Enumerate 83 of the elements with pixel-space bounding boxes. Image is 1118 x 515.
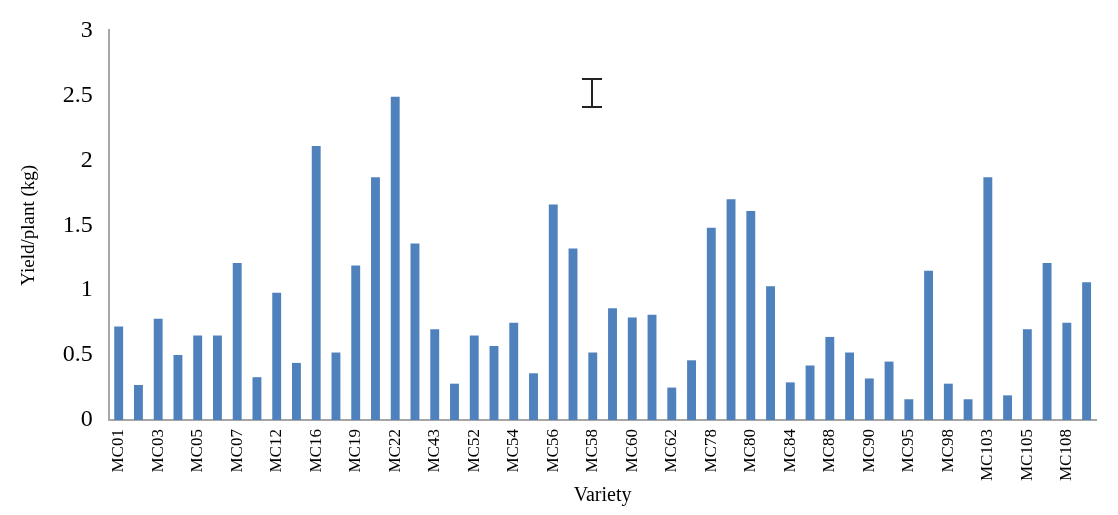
x-tick-label: MC56: [542, 429, 562, 473]
bar: [133, 384, 143, 421]
bar: [311, 146, 321, 421]
bar: [687, 360, 696, 421]
y-tick-label: 2: [80, 145, 93, 172]
bar: [864, 378, 874, 421]
x-tick-label: MC78: [700, 429, 720, 473]
bar: [845, 352, 854, 421]
y-tick-label: 0: [80, 405, 93, 432]
x-tick-label: MC62: [661, 429, 681, 473]
x-tick-label: MC95: [898, 429, 918, 473]
bar: [825, 336, 835, 421]
x-tick-label: MC05: [187, 429, 207, 473]
bar: [746, 210, 756, 421]
bar: [213, 335, 222, 421]
bar: [983, 177, 993, 421]
x-tick-label: MC52: [463, 429, 483, 473]
x-tick-label: MC98: [937, 429, 957, 473]
bar: [1062, 322, 1072, 421]
x-tick-label: MC54: [503, 428, 523, 473]
bar: [1003, 395, 1013, 421]
bar: [153, 318, 163, 421]
bar: [114, 326, 124, 421]
x-axis-title: Variety: [573, 483, 632, 507]
bar: [568, 248, 578, 421]
bar: [351, 265, 361, 421]
bar: [1082, 282, 1092, 421]
bar: [430, 329, 440, 421]
y-tick-label: 2.5: [62, 80, 93, 107]
x-tick-label: MC22: [384, 429, 404, 473]
x-tick-label: MC01: [108, 429, 128, 473]
bar: [627, 317, 637, 421]
bar: [232, 262, 242, 421]
bar: [410, 243, 420, 421]
bar: [785, 382, 795, 421]
bar: [766, 286, 775, 421]
bar: [904, 399, 914, 421]
bar: [489, 346, 499, 421]
x-tick-label: MC43: [424, 429, 444, 473]
bar: [884, 361, 894, 421]
x-tick-label: MC90: [858, 429, 878, 473]
x-tick-label: MC07: [226, 428, 246, 473]
bar: [588, 352, 598, 421]
bar: [390, 96, 400, 421]
bar: [647, 314, 657, 421]
bar: [371, 177, 380, 421]
bar: [509, 322, 519, 421]
x-tick-label: MC80: [740, 429, 760, 473]
x-tick-label: MC16: [305, 429, 325, 473]
x-tick-label: MC84: [779, 428, 799, 473]
y-tick-label: 0.5: [62, 340, 93, 367]
x-tick-label: MC58: [582, 429, 602, 473]
bar: [726, 199, 736, 421]
bar: [1022, 329, 1032, 421]
bar: [450, 383, 459, 421]
bar: [529, 373, 538, 421]
bar: [963, 399, 973, 421]
bar: [1042, 262, 1052, 421]
x-tick-label: MC12: [266, 429, 286, 473]
y-axis-title: Yield/plant (kg): [17, 164, 40, 286]
x-tick-label: MC105: [1016, 429, 1036, 482]
bar: [173, 355, 183, 421]
x-tick-label: MC19: [345, 429, 365, 473]
bar: [706, 227, 716, 421]
bar: [943, 383, 953, 421]
bar: [272, 292, 282, 421]
bar: [924, 270, 934, 421]
bar: [667, 387, 677, 421]
x-tick-label: MC03: [147, 429, 167, 473]
x-tick-label: MC60: [621, 429, 641, 473]
bar: [193, 335, 203, 421]
bar: [292, 362, 301, 421]
x-tick-label: MC108: [1056, 429, 1076, 482]
bar: [252, 377, 262, 421]
y-tick-label: 1.5: [62, 210, 93, 237]
x-tick-label: MC88: [819, 429, 839, 473]
bar: [608, 308, 617, 421]
x-tick-label: MC103: [977, 429, 997, 482]
bar: [469, 335, 479, 421]
bar: [805, 365, 815, 421]
y-tick-label: 3: [80, 15, 93, 42]
y-tick-label: 1: [80, 275, 93, 302]
bar: [548, 204, 558, 421]
